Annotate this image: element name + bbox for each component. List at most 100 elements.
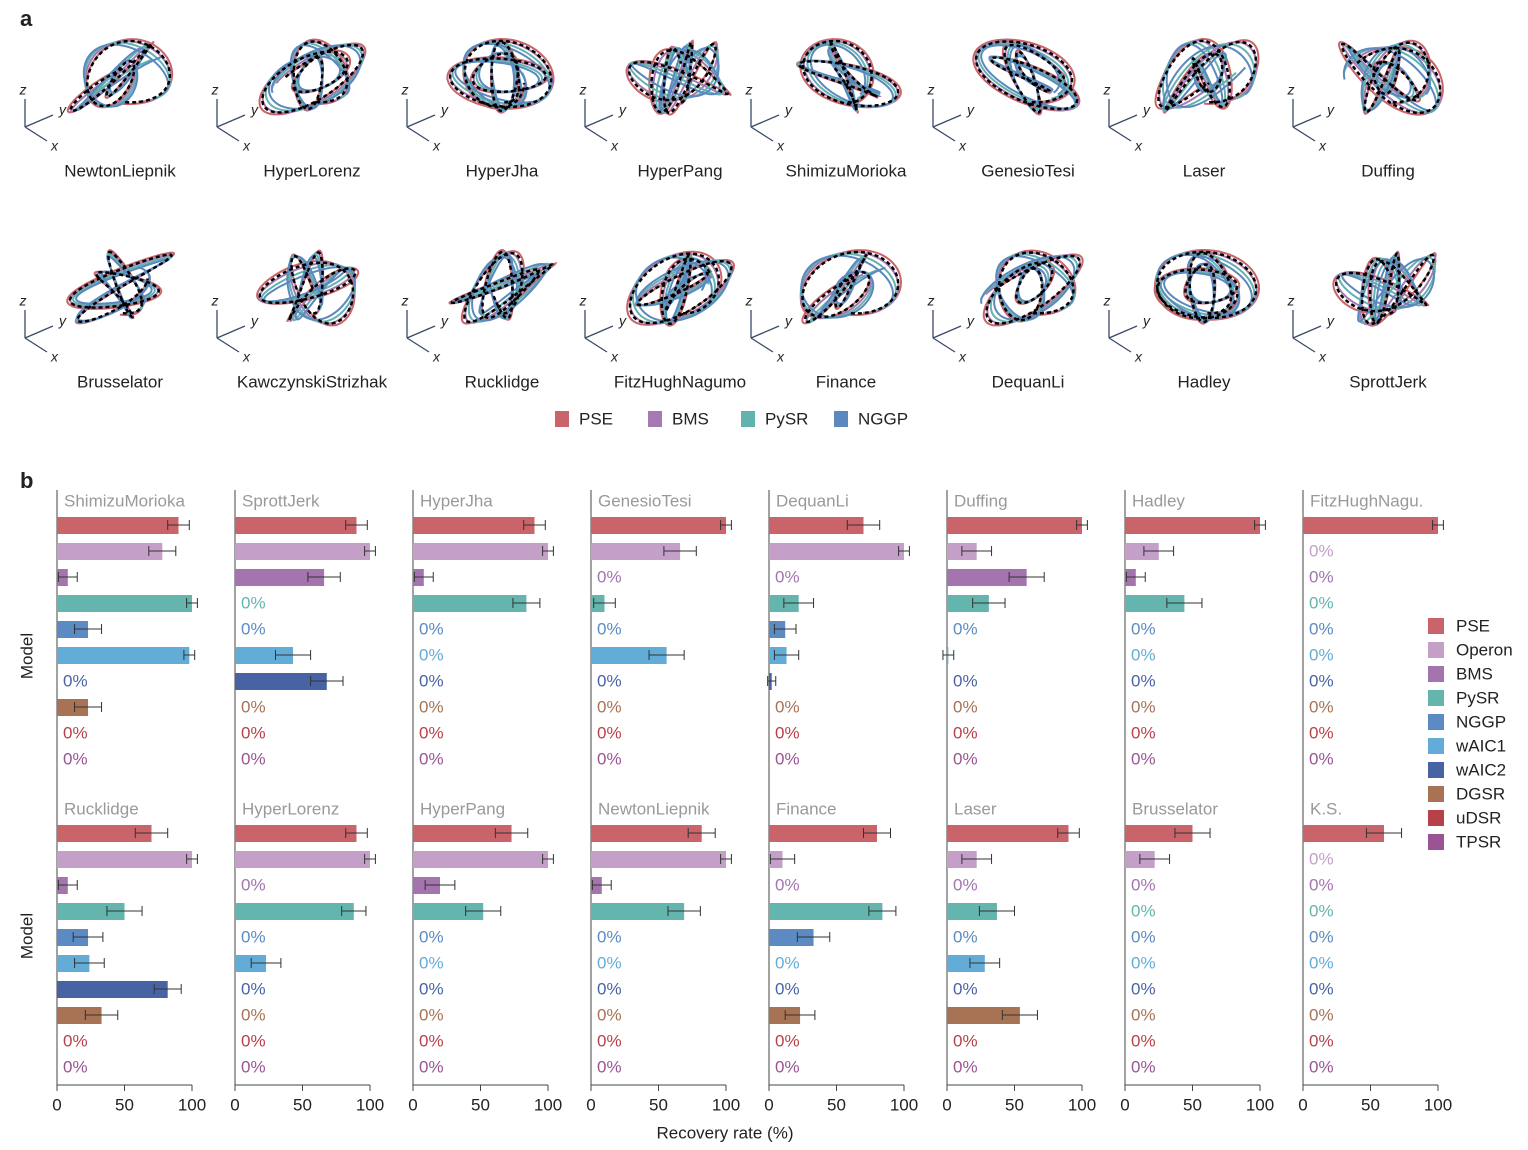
value-label: 0% [241,723,266,742]
value-label: 0% [597,953,622,972]
axis-triad [932,310,962,353]
value-label: 0% [597,567,622,586]
legend-swatch [1428,618,1444,634]
x-tick-label: 100 [1246,1095,1274,1114]
panel-title: Rucklidge [64,799,139,818]
bar [947,1007,1020,1024]
x-tick-label: 0 [942,1095,951,1114]
error-bar [310,676,344,686]
value-label: 0% [1309,1031,1334,1050]
ground-truth [627,40,729,115]
value-label: 0% [1131,1057,1156,1076]
error-bar [1143,546,1175,556]
axis-letter: z [1287,82,1295,98]
value-label: 0% [419,645,444,664]
axis-letter: x [432,349,441,365]
x-tick-label: 50 [1361,1095,1380,1114]
axis-letter: z [211,293,219,309]
value-label: 0% [419,1057,444,1076]
value-label: 0% [597,1031,622,1050]
axis-letter: z [401,293,409,309]
error-bar [796,932,831,942]
axis-triad [216,310,246,353]
panel-title: Laser [954,799,997,818]
value-label: 0% [63,749,88,768]
bar [591,903,685,920]
error-bar [783,598,815,608]
system-name: KawczynskiStrizhak [237,372,388,391]
value-label: 0% [419,671,444,690]
value-label: 0% [775,1057,800,1076]
error-bar [1076,520,1088,530]
legend-label: NGGP [858,409,908,428]
legend-swatch [1428,666,1444,682]
bar [769,1007,801,1024]
error-bar [364,854,376,864]
system-name: Rucklidge [465,372,540,391]
error-bar [1432,520,1444,530]
panel-title: HyperLorenz [242,799,339,818]
system-name: HyperLorenz [263,161,360,180]
axis-letter: z [1103,293,1111,309]
value-label: 0% [1131,927,1156,946]
panel-title: HyperJha [420,491,493,510]
bar [947,903,997,920]
axis-letter: y [966,313,975,329]
error-bar [542,854,554,864]
value-label: 0% [775,749,800,768]
axis-triad [1108,310,1138,353]
panel-label: b [20,468,33,493]
value-label: 0% [597,979,622,998]
panel-title: Hadley [1132,491,1185,510]
value-label: 0% [419,619,444,638]
legend-swatch [741,411,755,427]
value-label: 0% [1131,749,1156,768]
system-name: Laser [1183,161,1226,180]
value-label: 0% [241,1031,266,1050]
bar [591,517,726,534]
bar [235,543,370,560]
bar [235,903,354,920]
axis-letter: x [610,138,619,154]
error-bar [667,906,701,916]
y-axis-label: Model [17,633,36,679]
bar [57,647,190,664]
bar [235,825,357,842]
bar [57,517,179,534]
axis-letter: z [745,82,753,98]
value-label: 0% [241,927,266,946]
axis-letter: x [1134,349,1143,365]
value-label: 0% [241,697,266,716]
error-bar [345,520,368,530]
error-bar [773,624,797,634]
x-tick-label: 50 [1183,1095,1202,1114]
value-label: 0% [1309,927,1334,946]
axis-triad [24,310,54,353]
axis-letter: z [745,293,753,309]
system-name: Brusselator [77,372,163,391]
bar [57,595,192,612]
ground-truth [628,252,733,326]
axis-triad [1108,99,1138,142]
axis-letter: z [927,82,935,98]
value-label: 0% [63,723,88,742]
error-bar [341,906,367,916]
value-label: 0% [1309,619,1334,638]
ground-truth [985,251,1082,325]
trajectory [1341,256,1435,323]
bar [769,517,864,534]
error-bar [784,1010,816,1020]
x-tick-label: 100 [712,1095,740,1114]
axis-triad [1292,99,1322,142]
value-label: 0% [241,619,266,638]
trajectory [454,42,551,111]
value-label: 0% [63,1031,88,1050]
panel-title: FitzHughNagu. [1310,491,1423,510]
axis-letter: z [19,293,27,309]
value-label: 0% [775,953,800,972]
axis-letter: x [50,138,59,154]
bar [57,621,89,638]
value-label: 0% [419,723,444,742]
value-label: 0% [1309,645,1334,664]
